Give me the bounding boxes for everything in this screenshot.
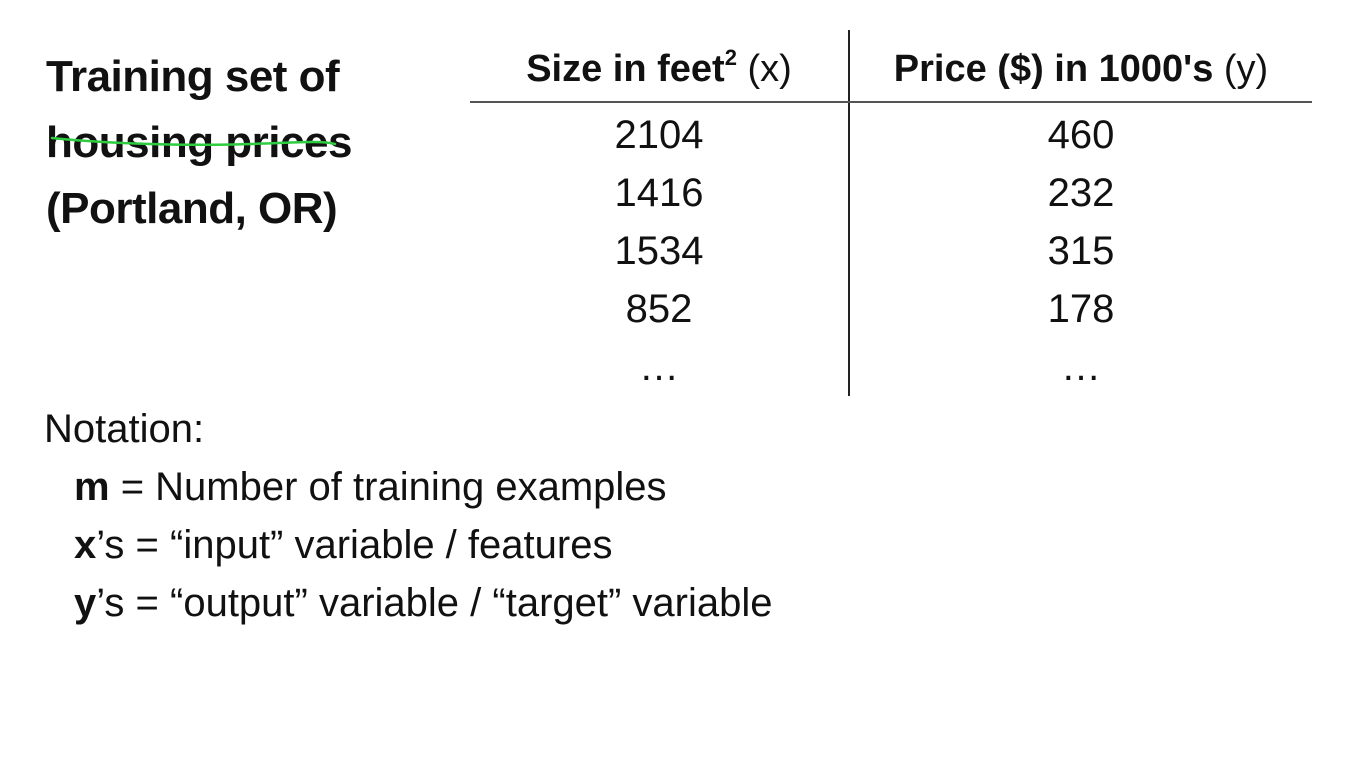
price-cell: 315 [1047, 229, 1115, 273]
title-line-1: Training set of [46, 52, 340, 101]
price-cell: 232 [1047, 171, 1115, 215]
notation-symbol: x [74, 523, 97, 567]
size-cell: 2104 [614, 113, 704, 157]
price-column-header: Price ($) in 1000's (y) [850, 30, 1312, 102]
notation-text: ’s = “output” variable / “target” variab… [96, 581, 773, 625]
size-column: Size in feet2 (x) 2104 1416 1534 852 … [470, 30, 848, 396]
size-header-superscript: 2 [724, 45, 737, 70]
training-set-table: Size in feet2 (x) 2104 1416 1534 852 … P… [470, 30, 1312, 398]
size-header-variable: (x) [736, 48, 792, 90]
notation-row-y: y’s = “output” variable / “target” varia… [44, 574, 1044, 632]
price-cell: 178 [1047, 287, 1115, 331]
title-line-2: housing prices [46, 118, 352, 167]
price-cell: 460 [1047, 113, 1115, 157]
notation-symbol: y [74, 581, 97, 625]
column-divider [848, 30, 850, 396]
price-cell-ellipsis: … [1061, 345, 1101, 389]
slide-title: Training set of housing prices (Portland… [46, 44, 406, 242]
notation-text: = Number of training examples [109, 465, 667, 509]
notation-symbol: m [74, 465, 110, 509]
notation-section: Notation: m = Number of training example… [44, 400, 1044, 632]
size-column-header: Size in feet2 (x) [470, 30, 848, 102]
notation-row-m: m = Number of training examples [44, 458, 1044, 516]
notation-text: ’s = “input” variable / features [96, 523, 613, 567]
price-header-variable: (y) [1213, 48, 1269, 90]
title-line-3: (Portland, OR) [46, 184, 338, 233]
notation-heading: Notation: [44, 407, 205, 451]
size-cell: 852 [625, 287, 693, 331]
size-cell-ellipsis: … [639, 345, 679, 389]
price-column: Price ($) in 1000's (y) 460 232 315 178 … [850, 30, 1312, 396]
size-cell: 1416 [614, 171, 704, 215]
size-header-label: Size in feet [526, 48, 725, 90]
notation-row-x: x’s = “input” variable / features [44, 516, 1044, 574]
size-cell: 1534 [614, 229, 704, 273]
header-rule [470, 101, 1312, 103]
price-header-label: Price ($) in 1000's [893, 48, 1214, 90]
